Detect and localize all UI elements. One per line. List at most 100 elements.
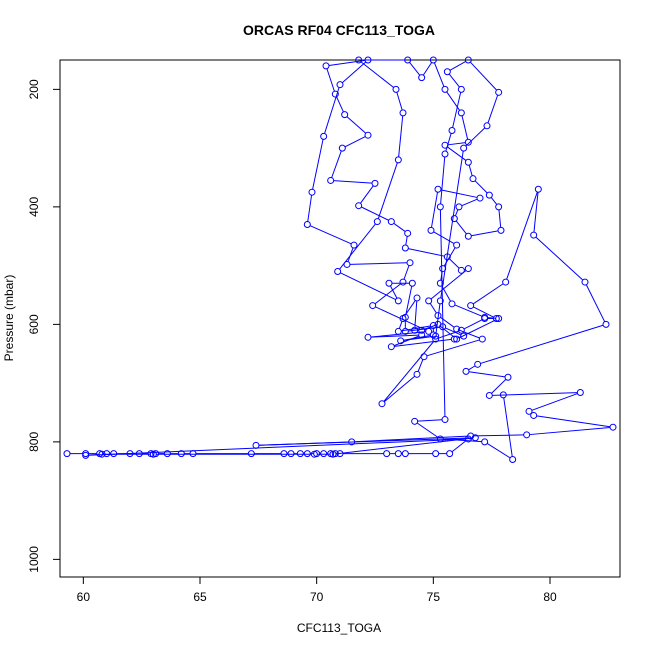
series-segment xyxy=(468,371,506,378)
series-segment xyxy=(408,248,445,257)
chart-title: ORCAS RF04 CFC113_TOGA xyxy=(243,22,435,38)
data-point xyxy=(411,326,419,334)
data-point xyxy=(401,450,409,458)
data-point xyxy=(471,434,479,442)
series-segment xyxy=(491,378,507,394)
data-point xyxy=(464,232,472,240)
series-segment xyxy=(459,319,497,339)
data-point xyxy=(448,300,456,308)
series-points xyxy=(63,56,617,463)
data-point xyxy=(534,185,542,193)
series-segment xyxy=(585,284,606,322)
series-segment xyxy=(461,198,478,207)
data-point xyxy=(401,327,409,335)
series-segment xyxy=(473,306,494,318)
data-point xyxy=(427,226,435,234)
data-point xyxy=(320,450,328,458)
series-segment xyxy=(533,192,539,233)
data-point xyxy=(432,335,440,343)
series-segment xyxy=(536,415,611,428)
series-segment xyxy=(326,68,335,92)
series-segment xyxy=(452,92,462,128)
data-point xyxy=(474,360,482,368)
data-point xyxy=(296,450,304,458)
data-point xyxy=(467,302,475,310)
data-point xyxy=(310,450,318,458)
x-tick-label: 70 xyxy=(310,590,324,604)
series-segment xyxy=(389,285,398,299)
y-tick-label: 1000 xyxy=(27,546,41,573)
data-point xyxy=(485,191,493,199)
data-point xyxy=(485,391,493,399)
y-tick-label: 600 xyxy=(27,314,41,334)
series-segment xyxy=(360,61,394,88)
y-tick-label: 200 xyxy=(27,79,41,99)
data-point xyxy=(467,432,475,440)
data-point xyxy=(425,297,433,305)
series-segment xyxy=(472,283,504,305)
series-segment xyxy=(340,272,396,301)
series-segment xyxy=(471,230,499,237)
data-point xyxy=(387,343,395,351)
series-segment xyxy=(447,146,467,161)
data-point xyxy=(418,331,426,339)
data-point xyxy=(460,144,468,152)
data-point xyxy=(446,450,454,458)
data-point xyxy=(502,278,510,286)
data-point xyxy=(98,450,106,458)
data-point xyxy=(364,56,372,64)
data-point xyxy=(369,302,377,310)
data-point xyxy=(392,85,400,93)
data-point xyxy=(448,127,456,134)
series-segment xyxy=(465,127,486,147)
data-point xyxy=(492,315,500,322)
data-point xyxy=(280,450,288,458)
data-point xyxy=(371,179,379,187)
series-segment xyxy=(455,220,467,235)
series-segment xyxy=(454,209,459,217)
data-point xyxy=(394,450,402,458)
x-tick-label: 60 xyxy=(77,590,91,604)
data-point xyxy=(399,109,407,117)
series-segment xyxy=(394,338,452,347)
data-point xyxy=(308,188,316,196)
series-segment xyxy=(487,94,499,124)
series-segment xyxy=(433,231,455,245)
data-point xyxy=(303,450,311,458)
series-segment xyxy=(480,324,604,364)
data-point xyxy=(457,85,465,93)
series-segment xyxy=(461,115,469,140)
data-point xyxy=(103,450,111,458)
data-point xyxy=(411,417,419,425)
series-segment xyxy=(88,453,100,456)
data-point xyxy=(432,332,440,340)
data-point xyxy=(457,266,465,274)
data-point xyxy=(373,218,381,226)
data-point xyxy=(401,244,409,252)
data-point xyxy=(450,335,458,343)
series-segment xyxy=(307,195,313,222)
data-point xyxy=(336,450,344,458)
data-point xyxy=(441,150,449,158)
data-point xyxy=(394,156,402,164)
data-point xyxy=(189,450,197,458)
data-point xyxy=(576,389,584,397)
series-segment xyxy=(312,139,324,190)
data-point xyxy=(441,141,449,149)
y-axis: 200 400 600 800 1000 xyxy=(27,79,61,573)
series-segment xyxy=(414,300,418,328)
data-point xyxy=(495,315,503,322)
data-point xyxy=(499,391,507,399)
data-point xyxy=(355,202,363,210)
data-point xyxy=(406,259,414,267)
data-point xyxy=(387,218,395,226)
series-segment xyxy=(88,438,466,456)
series-segment xyxy=(468,164,473,176)
data-point xyxy=(450,215,458,223)
data-point xyxy=(509,456,517,463)
data-point xyxy=(163,450,171,458)
series-segment xyxy=(383,375,416,403)
data-point xyxy=(429,56,437,64)
series-segment xyxy=(375,306,427,331)
